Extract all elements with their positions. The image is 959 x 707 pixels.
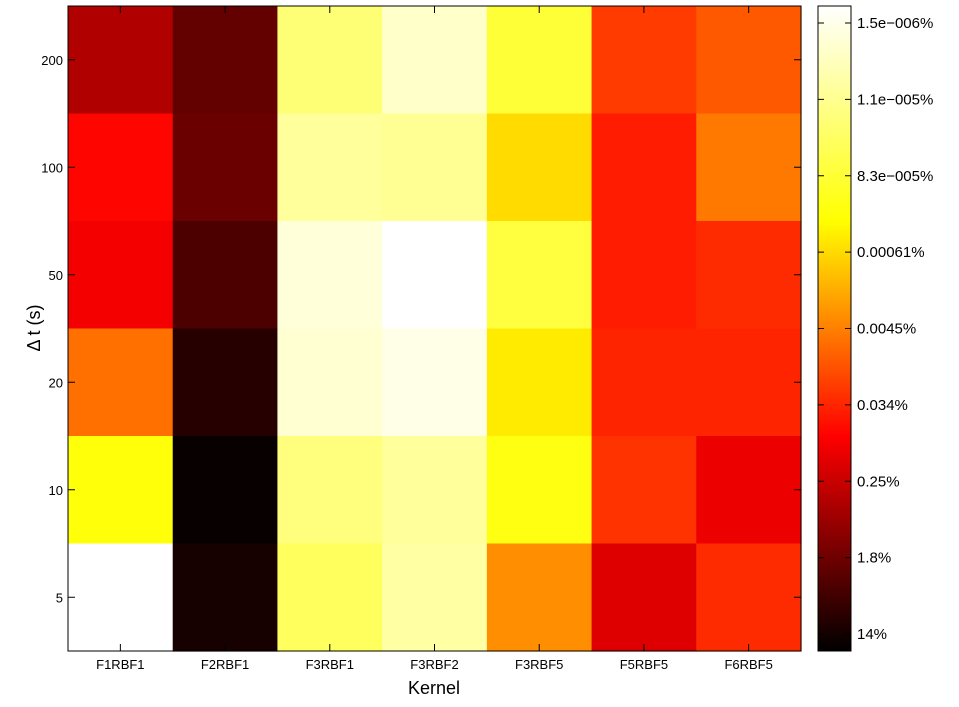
heatmap-cell <box>591 328 697 437</box>
colorbar-tick-label: 8.3e−005% <box>857 168 933 185</box>
colorbar-tick-label: 0.034% <box>857 397 908 414</box>
heatmap-cell <box>696 436 802 545</box>
heatmap-cell <box>277 221 383 330</box>
heatmap-cell <box>382 543 488 652</box>
heatmap-cell <box>277 543 383 652</box>
y-tick-label: 5 <box>56 590 63 605</box>
x-tick-label: F2RBF1 <box>201 657 249 672</box>
heatmap-cell <box>172 113 279 222</box>
x-tick-label: F3RBF5 <box>515 657 563 672</box>
heatmap-cell <box>277 436 383 545</box>
heatmap-cell <box>172 543 279 652</box>
colorbar-tick-label: 1.8% <box>857 550 891 567</box>
heatmap-cell <box>486 113 593 222</box>
heatmap-cell <box>591 113 697 222</box>
heatmap-cell <box>486 436 593 545</box>
heatmap-cell <box>382 436 488 545</box>
heatmap-cell <box>696 113 802 222</box>
heatmap-cell <box>277 328 383 437</box>
x-tick-label: F6RBF5 <box>724 657 772 672</box>
heatmap-cell <box>696 328 802 437</box>
y-axis-label: Δ t (s) <box>24 304 44 351</box>
heatmap-cell <box>172 328 279 437</box>
heatmap-cell <box>486 6 593 115</box>
heatmap-cell <box>486 221 593 330</box>
heatmap-cell <box>591 543 697 652</box>
heatmap-cell <box>68 221 174 330</box>
colorbar-tick-label: 1.1e−005% <box>857 91 933 108</box>
x-tick-label: F3RBF2 <box>410 657 458 672</box>
heatmap-cells <box>68 6 802 652</box>
heatmap-cell <box>68 328 174 437</box>
heatmap-cell <box>382 6 488 115</box>
heatmap-cell <box>591 436 697 545</box>
colorbar-tick-label: 0.0045% <box>857 321 916 338</box>
y-tick-label: 200 <box>41 53 63 68</box>
heatmap-cell <box>591 221 697 330</box>
colorbar-tick-label: 14% <box>857 626 887 643</box>
x-tick-label: F1RBF1 <box>96 657 144 672</box>
colorbar-tick-label: 0.25% <box>857 473 900 490</box>
heatmap-cell <box>68 113 174 222</box>
heatmap-cell <box>486 328 593 437</box>
heatmap-cell <box>382 328 488 437</box>
heatmap-cell <box>591 6 697 115</box>
y-tick-label: 50 <box>49 268 63 283</box>
colorbar-tick-label: 1.5e−006% <box>857 15 933 32</box>
y-tick-label: 100 <box>41 160 63 175</box>
x-tick-label: F3RBF1 <box>306 657 354 672</box>
heatmap-cell <box>68 436 174 545</box>
heatmap-cell <box>382 113 488 222</box>
x-axis-label: Kernel <box>408 678 460 698</box>
x-axis: F1RBF1 F2RBF1 F3RBF1 F3RBF2 F3RBF5 F5RBF5 F6RB… <box>96 6 773 672</box>
heatmap-cell <box>172 436 279 545</box>
y-tick-label: 20 <box>49 375 63 390</box>
heatmap-cell <box>172 6 279 115</box>
y-axis: 200 100 50 20 10 5 <box>41 53 801 605</box>
colorbar-ticks: 1.5e−006% 1.1e−005% 8.3e−005% 0.00061% 0.004… <box>818 15 933 643</box>
heatmap-cell <box>696 6 802 115</box>
heatmap-cell <box>277 113 383 222</box>
heatmap-cell <box>172 221 279 330</box>
heatmap-cell <box>68 543 174 652</box>
y-tick-label: 10 <box>49 483 63 498</box>
heatmap-cell <box>696 543 802 652</box>
colorbar-tick-label: 0.00061% <box>857 244 925 261</box>
heatmap-cell <box>68 6 174 115</box>
x-tick-label: F5RBF5 <box>620 657 668 672</box>
heatmap-cell <box>382 221 488 330</box>
heatmap-cell <box>696 221 802 330</box>
heatmap-cell <box>486 543 593 652</box>
heatmap-cell <box>277 6 383 115</box>
